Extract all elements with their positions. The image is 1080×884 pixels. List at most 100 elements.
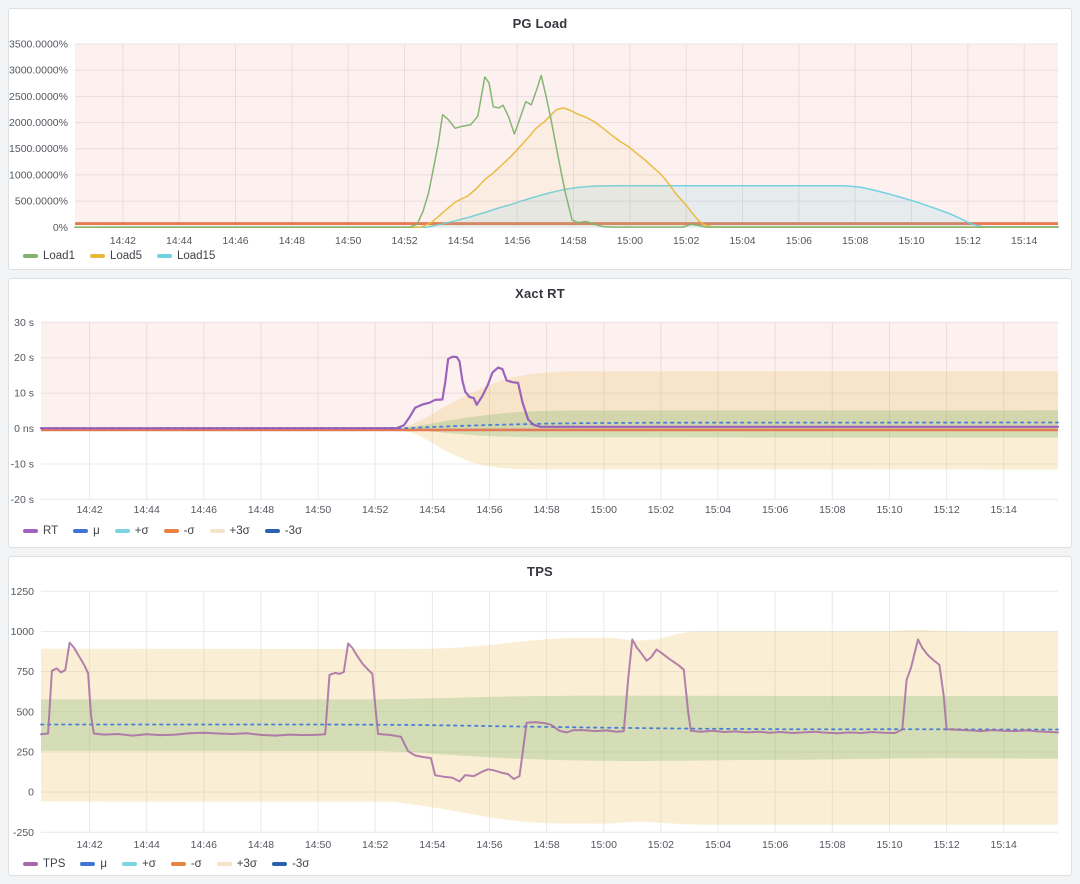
band-3-sigma	[41, 629, 1058, 825]
series-line-Load1	[74, 74, 1059, 228]
panel-title-pg-load[interactable]: PG Load	[512, 16, 568, 31]
x-tick-label: 15:08	[819, 504, 845, 516]
panel-pg-load: PG Load 0% 500.0000% 1000.0000% 1500.0000% 2…	[8, 8, 1072, 270]
legend-label: μ	[100, 858, 108, 870]
legend-label: TPS	[43, 858, 66, 870]
series-line-TPS	[40, 638, 1059, 783]
x-tick-label: 15:08	[819, 839, 845, 851]
panel-tps: TPS -250 0 250 500 750 1000 1250 14:42 14:44 14:4…	[8, 556, 1072, 876]
band-3-sigma	[41, 371, 1058, 470]
legend-swatch	[23, 862, 38, 866]
y-tick-label: 250	[16, 747, 34, 759]
x-tick-label: 14:44	[134, 839, 160, 851]
panel-title-tps[interactable]: TPS	[527, 564, 553, 579]
series-line-RT	[39, 355, 1060, 430]
x-tick-label: 15:10	[876, 504, 902, 516]
x-tick-label: 15:04	[705, 839, 731, 851]
legend-item-Load5[interactable]: Load5	[89, 250, 142, 262]
series-line-μ	[40, 723, 1059, 731]
x-tick-label: 15:02	[648, 839, 674, 851]
x-tick-label: 15:02	[673, 235, 699, 247]
legend-label: -3σ	[292, 858, 310, 870]
legend-swatch	[170, 862, 186, 866]
legend-label: -3σ	[284, 525, 303, 537]
y-tick-label: 1000.0000%	[9, 169, 68, 181]
x-tick-label: 14:48	[279, 235, 305, 247]
pg-load-chart[interactable]: 0% 500.0000% 1000.0000% 1500.0000% 2000.0000…	[9, 9, 1071, 269]
legend-item-+σ[interactable]: +σ	[114, 525, 149, 537]
x-tick-label: 14:52	[362, 504, 388, 516]
legend-swatch	[23, 254, 38, 258]
x-tick-label: 14:56	[476, 504, 502, 516]
grid	[41, 590, 1058, 833]
x-tick-label: 14:58	[533, 504, 559, 516]
y-tick-label: 0 ns	[14, 423, 34, 435]
band-1-sigma	[41, 695, 1058, 761]
legend-swatch	[216, 862, 232, 866]
legend-item-+3σ[interactable]: +3σ	[209, 525, 250, 537]
axis-labels: -20 s -10 s 0 ns 10 s 20 s 30 s 14:42 14:44 14:4…	[11, 317, 1017, 516]
y-tick-label: 30 s	[14, 317, 34, 329]
legend-item--σ[interactable]: -σ	[170, 858, 202, 870]
legend-item-+3σ[interactable]: +3σ	[216, 858, 257, 870]
x-tick-label: 15:06	[762, 504, 788, 516]
grid	[75, 43, 1058, 228]
legend-label: +3σ	[236, 858, 257, 870]
x-tick-label: 15:10	[876, 839, 902, 851]
legend-swatch	[156, 254, 172, 258]
x-tick-label: 14:48	[248, 839, 274, 851]
legend-label: +σ	[142, 858, 156, 870]
legend-label: Load5	[109, 250, 142, 262]
legend-item-RT[interactable]: RT	[23, 525, 58, 537]
panel-title-xact-rt[interactable]: Xact RT	[515, 286, 565, 301]
x-tick-label: 14:54	[448, 235, 474, 247]
legend-label: Load1	[43, 250, 75, 262]
y-tick-label: 0%	[53, 222, 68, 234]
x-tick-label: 14:56	[476, 839, 502, 851]
legend-swatch	[209, 529, 225, 533]
series-line-Load15	[74, 185, 1059, 228]
legend-item-+σ[interactable]: +σ	[122, 858, 156, 870]
x-tick-label: 15:06	[786, 235, 812, 247]
legend-swatch	[122, 862, 138, 866]
legend-swatch	[23, 529, 38, 533]
series-line-Load5	[74, 107, 1059, 228]
x-tick-label: 14:46	[191, 839, 217, 851]
legend-item--3σ[interactable]: -3σ	[264, 525, 303, 537]
pg-load-legend: Load1 Load5 Load15	[23, 250, 215, 262]
y-tick-label: 2000.0000%	[9, 117, 68, 129]
legend-item-TPS[interactable]: TPS	[23, 858, 65, 870]
legend-label: μ	[93, 525, 100, 537]
legend-swatch	[163, 529, 179, 533]
x-tick-label: 14:46	[191, 504, 217, 516]
x-tick-label: 14:54	[419, 504, 445, 516]
y-tick-label: 3000.0000%	[9, 65, 68, 77]
legend-label: -σ	[190, 858, 202, 870]
x-tick-label: 14:44	[134, 504, 160, 516]
x-tick-label: 15:12	[933, 839, 959, 851]
series-fill-Load5	[75, 107, 1058, 228]
legend-item--3σ[interactable]: -3σ	[272, 858, 309, 870]
x-tick-label: 15:14	[1011, 235, 1037, 247]
x-tick-label: 15:04	[705, 504, 731, 516]
tps-legend: TPS μ +σ -σ +3σ -3σ	[23, 858, 309, 870]
x-tick-label: 14:58	[533, 839, 559, 851]
y-tick-label: 20 s	[14, 352, 34, 364]
xact-rt-legend: RT μ +σ -σ +3σ -3σ	[23, 525, 302, 537]
x-tick-label: 15:14	[991, 504, 1017, 516]
legend-item--σ[interactable]: -σ	[163, 525, 195, 537]
x-tick-label: 14:42	[110, 235, 136, 247]
tps-chart[interactable]: -250 0 250 500 750 1000 1250 14:42 14:44 14:46 14:…	[9, 557, 1071, 875]
x-tick-label: 14:50	[305, 504, 331, 516]
legend-label: -σ	[183, 525, 195, 537]
legend-item-Load1[interactable]: Load1	[23, 250, 75, 262]
alert-region	[75, 44, 1058, 223]
legend-item-μ[interactable]: μ	[80, 858, 107, 870]
y-tick-label: 3500.0000%	[9, 39, 68, 51]
legend-item-Load15[interactable]: Load15	[156, 250, 215, 262]
legend-item-μ[interactable]: μ	[73, 525, 100, 537]
x-tick-label: 14:50	[335, 235, 361, 247]
x-tick-label: 14:54	[419, 839, 445, 851]
xact-rt-chart[interactable]: -20 s -10 s 0 ns 10 s 20 s 30 s 14:42 14:44 14:4…	[9, 279, 1071, 547]
